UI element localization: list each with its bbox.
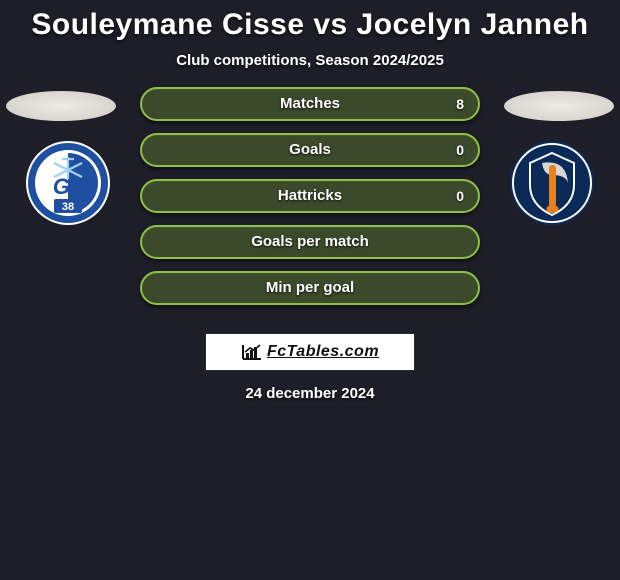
stat-label: Goals (289, 141, 331, 158)
stat-value-right: 8 (456, 96, 464, 112)
page-title: Souleymane Cisse vs Jocelyn Janneh (0, 6, 620, 52)
brand-link[interactable]: FcTables.com (205, 333, 415, 371)
stat-label: Hattricks (278, 187, 342, 204)
stat-label: Matches (280, 95, 340, 112)
stat-pill-goals-per-match: Goals per match (140, 225, 480, 259)
stat-value-right: 0 (456, 188, 464, 204)
chart-icon (241, 343, 263, 361)
svg-text:38: 38 (62, 201, 74, 213)
page-subtitle: Club competitions, Season 2024/2025 (0, 52, 620, 69)
svg-text:GF: GF (53, 174, 84, 199)
player-photo-left (6, 91, 116, 121)
club-badge-left: GF 38 (24, 139, 112, 227)
brand-text: FcTables.com (267, 343, 379, 361)
stat-label: Min per goal (266, 279, 354, 296)
stat-pill-matches: Matches 8 (140, 87, 480, 121)
club-badge-right (508, 139, 596, 227)
stat-pill-min-per-goal: Min per goal (140, 271, 480, 305)
stat-pill-hattricks: Hattricks 0 (140, 179, 480, 213)
date-stamp: 24 december 2024 (0, 385, 620, 402)
player-photo-right (504, 91, 614, 121)
tappara-badge-icon (508, 139, 596, 227)
comparison-layout: GF 38 Matches 8 (0, 91, 620, 321)
stat-pill-list: Matches 8 Goals 0 Hattricks 0 Goals per … (140, 87, 480, 317)
stat-label: Goals per match (251, 233, 369, 250)
grenoble-badge-icon: GF 38 (24, 139, 112, 227)
stat-pill-goals: Goals 0 (140, 133, 480, 167)
stat-value-right: 0 (456, 142, 464, 158)
